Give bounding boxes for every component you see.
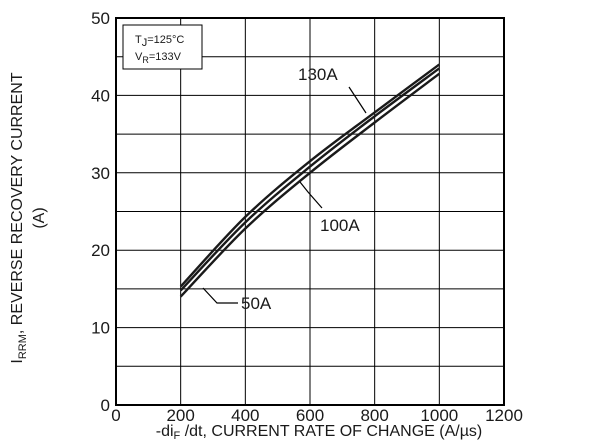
x-tick-labels: 0 200 400 600 800 1000 1200: [111, 406, 523, 425]
annotation-leader-100a: [299, 181, 323, 209]
y-axis-title: IRRM, REVERSE RECOVERY CURRENT (A): [9, 72, 48, 363]
y-tick-label: 40: [91, 86, 110, 105]
y-tick-label: 0: [101, 396, 110, 415]
annotation-100a: 100A: [320, 216, 360, 235]
y-axis-title-line1: IRRM, REVERSE RECOVERY CURRENT: [9, 72, 29, 363]
annotation-leader-50a: [202, 287, 238, 304]
x-tick-label: 800: [360, 406, 388, 425]
x-tick-label: 0: [111, 406, 120, 425]
plot-frame: [115, 17, 505, 406]
x-tick-label: 1200: [485, 406, 523, 425]
vr-condition: VR=133V: [135, 51, 182, 65]
y-tick-label: 10: [91, 319, 110, 338]
y-tick-label: 20: [91, 241, 110, 260]
y-axis-title-line2: (A): [31, 207, 48, 228]
y-tick-label: 50: [91, 9, 110, 28]
x-tick-label: 600: [296, 406, 324, 425]
series-line-100a: [179, 67, 441, 292]
series-line-50a: [179, 72, 441, 298]
series-annotations: 130A 100A 50A: [202, 65, 367, 313]
x-axis-title: -diF /dt, CURRENT RATE OF CHANGE (A/µs): [156, 423, 483, 440]
annotation-130a: 130A: [298, 65, 338, 84]
x-tick-label: 1000: [420, 406, 458, 425]
annotation-leader-130a: [348, 86, 367, 114]
data-series: [179, 63, 441, 298]
tj-condition: TJ=125°C: [135, 34, 184, 49]
x-tick-label: 200: [166, 406, 194, 425]
grid-lines: [116, 18, 504, 405]
x-tick-label: 400: [231, 406, 259, 425]
series-line-130a: [179, 63, 441, 288]
annotation-50a: 50A: [241, 294, 272, 313]
y-tick-labels: 0 10 20 30 40 50: [91, 9, 110, 415]
conditions-box: TJ=125°C VR=133V: [122, 24, 203, 70]
y-tick-label: 30: [91, 164, 110, 183]
